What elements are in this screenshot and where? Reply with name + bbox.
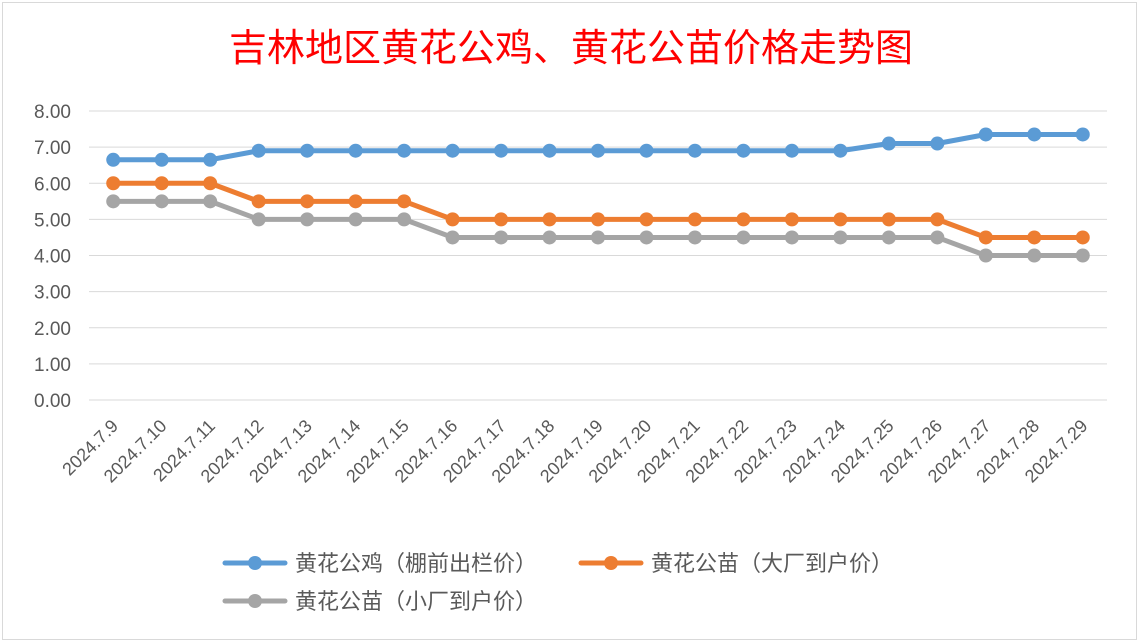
data-point [978, 127, 993, 142]
data-point [1075, 230, 1090, 245]
data-point [639, 230, 654, 245]
data-point [591, 143, 605, 158]
data-point [154, 194, 169, 209]
data-point [687, 230, 702, 245]
line-chart: 吉林地区黄花公鸡、黄花公苗价格走势图 0.00 1.00 2.00 3.00 4.00 5… [34, 26, 1107, 615]
data-point [591, 230, 605, 245]
data-point [784, 143, 799, 158]
legend-item: 黄花公苗（大厂到户价） [578, 552, 893, 577]
data-point [494, 143, 509, 158]
y-tick-label: 2.00 [34, 319, 71, 340]
data-point [251, 194, 266, 209]
data-point [542, 230, 557, 245]
data-point [106, 152, 121, 167]
data-point [784, 212, 799, 227]
legend-label: 黄花公苗（小厂到户价） [295, 590, 537, 615]
data-point [445, 212, 460, 227]
data-point [1027, 230, 1042, 245]
data-point [542, 212, 557, 227]
data-point [494, 212, 509, 227]
data-point [1027, 127, 1042, 142]
data-point [154, 152, 169, 167]
series-line-3 [110, 198, 1086, 258]
data-point [881, 136, 896, 151]
y-tick-label: 3.00 [34, 283, 71, 304]
data-point [1075, 127, 1090, 142]
x-axis-ticks: 2024.7.92024.7.102024.7.112024.7.122024.… [58, 416, 1091, 487]
data-point [154, 176, 169, 191]
data-point [687, 212, 702, 227]
data-point [106, 176, 121, 191]
data-point [445, 143, 460, 158]
data-point [203, 176, 218, 191]
data-point [591, 212, 605, 227]
data-point [348, 143, 363, 158]
data-point [639, 143, 654, 158]
legend-swatch-marker [248, 556, 262, 570]
y-tick-label: 4.00 [34, 247, 71, 268]
data-point [397, 212, 412, 227]
series-group [106, 127, 1090, 263]
data-point [203, 194, 218, 209]
data-point [881, 230, 896, 245]
legend-label: 黄花公鸡（棚前出栏价） [295, 552, 537, 577]
data-point [251, 212, 266, 227]
data-point [542, 143, 557, 158]
data-point [397, 194, 412, 209]
data-point [300, 194, 315, 209]
data-point [445, 230, 460, 245]
legend-label: 黄花公苗（大厂到户价） [651, 552, 893, 577]
data-point [203, 152, 218, 167]
data-point [348, 194, 363, 209]
data-point [930, 212, 945, 227]
data-point [348, 212, 363, 227]
data-point [687, 143, 702, 158]
data-point [978, 248, 993, 263]
y-tick-label: 7.00 [34, 138, 71, 159]
data-point [1075, 248, 1090, 263]
y-axis-ticks: 0.00 1.00 2.00 3.00 4.00 5.00 6.00 7.00 8.00 [34, 102, 71, 412]
legend-item: 黄花公鸡（棚前出栏价） [222, 552, 537, 577]
data-point [736, 212, 751, 227]
legend-item: 黄花公苗（小厂到户价） [222, 590, 537, 615]
data-point [833, 230, 848, 245]
y-tick-label: 1.00 [34, 355, 71, 376]
data-point [639, 212, 654, 227]
data-point [784, 230, 799, 245]
data-point [300, 212, 315, 227]
data-point [881, 212, 896, 227]
y-tick-label: 0.00 [34, 391, 71, 412]
y-tick-label: 8.00 [34, 102, 71, 123]
legend-swatch-marker [604, 556, 618, 570]
legend: 黄花公鸡（棚前出栏价） 黄花公苗（大厂到户价） 黄花公苗（小厂到户价） [222, 552, 893, 615]
data-point [1027, 248, 1042, 263]
data-point [736, 230, 751, 245]
data-point [251, 143, 266, 158]
y-tick-label: 5.00 [34, 210, 71, 231]
data-point [397, 143, 412, 158]
data-point [978, 230, 993, 245]
series-line-2 [110, 180, 1086, 240]
data-point [833, 143, 848, 158]
data-point [300, 143, 315, 158]
chart-title: 吉林地区黄花公鸡、黄花公苗价格走势图 [229, 26, 913, 70]
data-point [494, 230, 509, 245]
data-point [833, 212, 848, 227]
y-tick-label: 6.00 [34, 174, 71, 195]
data-point [930, 136, 945, 151]
data-point [736, 143, 751, 158]
legend-swatch-marker [248, 594, 262, 608]
data-point [106, 194, 121, 209]
data-point [930, 230, 945, 245]
